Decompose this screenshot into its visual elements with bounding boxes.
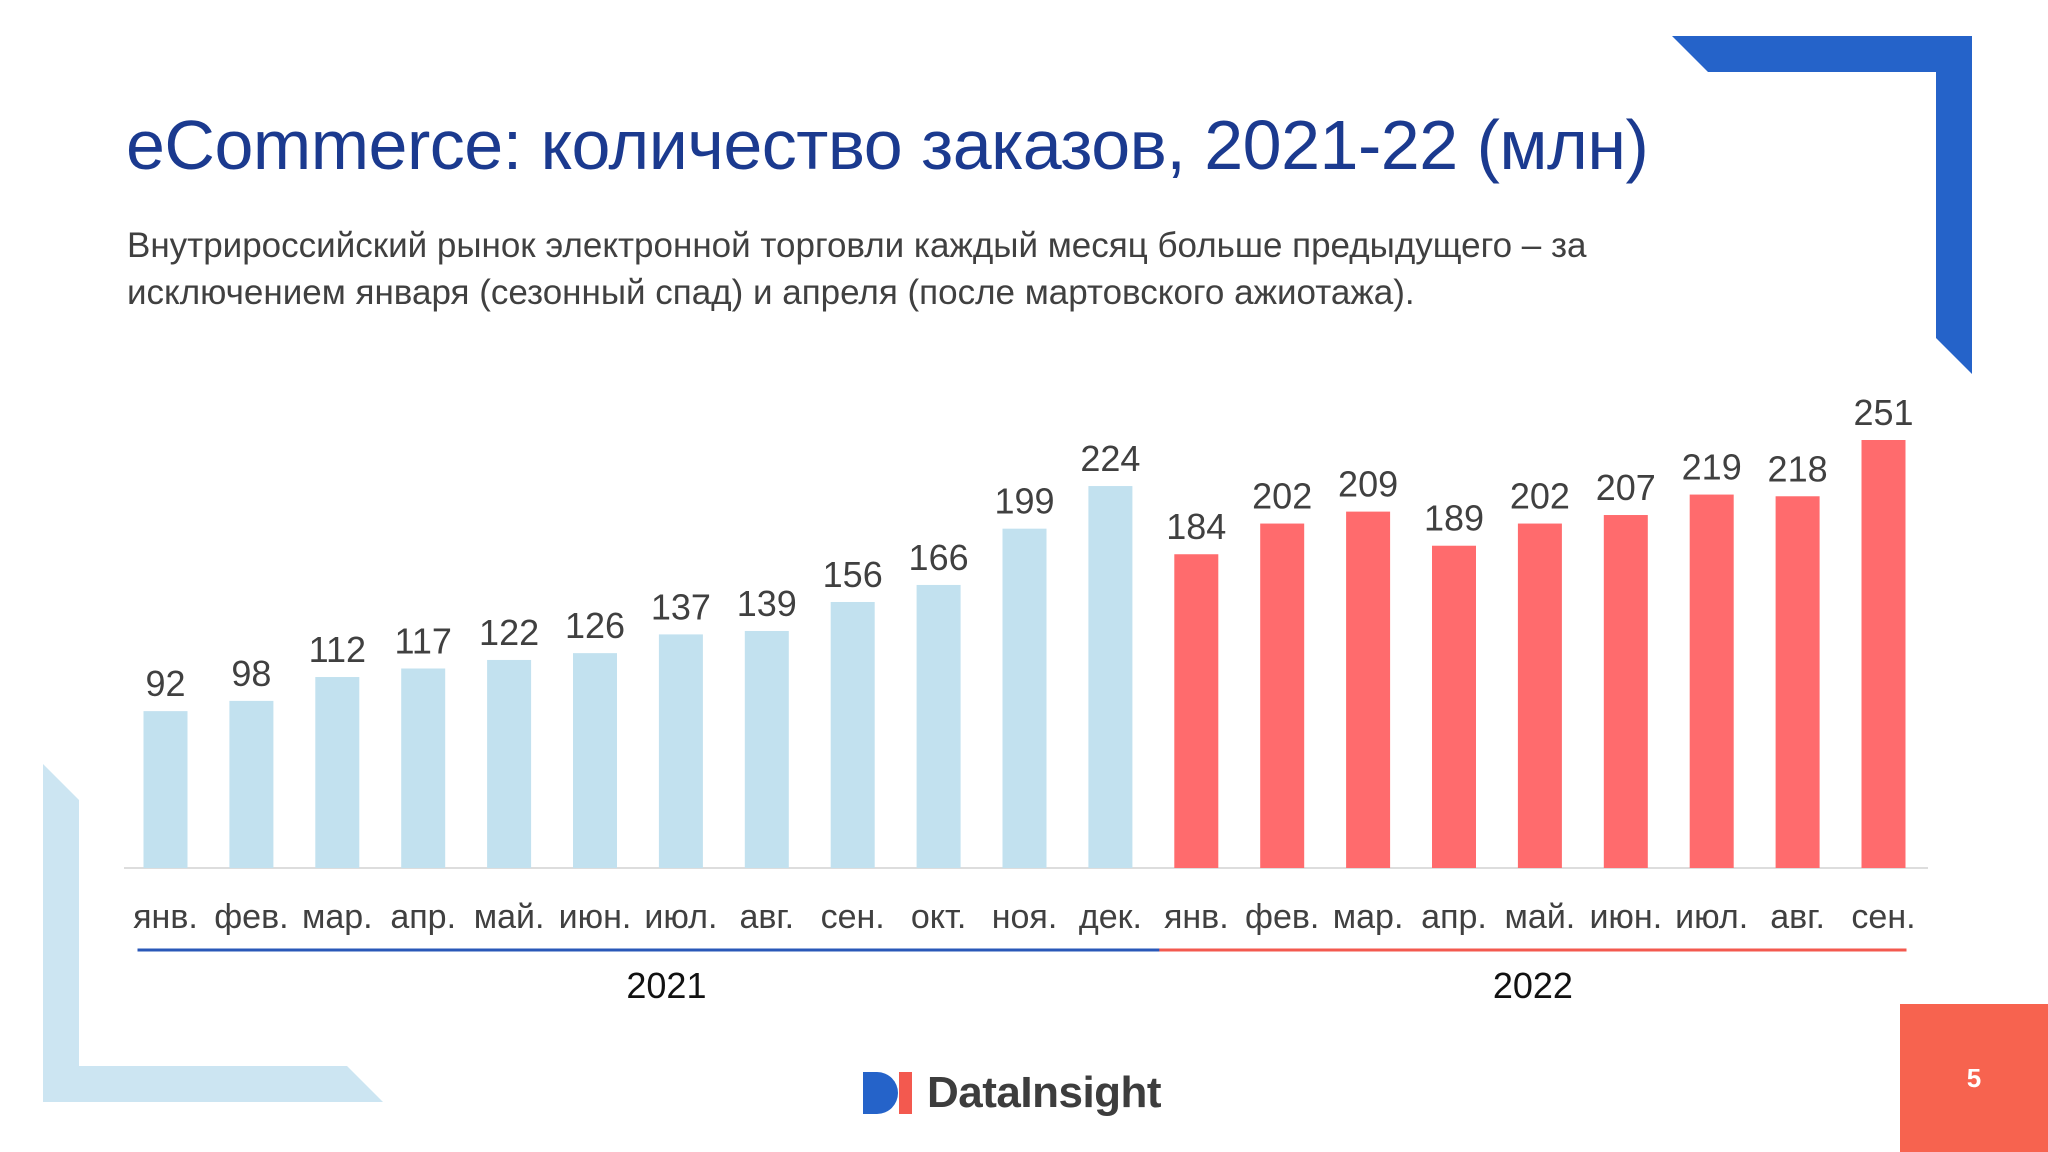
x-tick-label: июн. [1589,898,1662,936]
data-label: 199 [994,481,1054,522]
bar [1346,511,1391,868]
x-tick-label: апр. [390,898,456,936]
year-group-label: 2021 [626,965,706,1006]
bar [229,700,274,868]
x-tick-label: окт. [911,898,966,936]
x-tick-label: июн. [559,898,632,936]
corner-decoration-top-right [1672,36,1972,374]
bar [744,630,789,868]
bar [1088,486,1133,868]
data-label: 202 [1252,476,1312,517]
data-label: 189 [1424,498,1484,539]
data-label: 126 [565,605,625,646]
data-label: 139 [737,583,797,624]
bar [1689,494,1734,868]
x-tick-label: авг. [1770,898,1825,936]
data-label: 122 [479,612,539,653]
x-tick-label: авг. [739,898,794,936]
data-label: 166 [909,537,969,578]
data-label: 209 [1338,464,1398,505]
data-label: 112 [309,629,366,670]
page-number-badge: 5 [1900,1004,2048,1152]
data-label: 117 [394,620,451,661]
bar [1775,496,1820,868]
x-tick-label: мар. [302,898,373,936]
slide-subtitle: Внутрироссийский рынок электронной торго… [127,226,1587,312]
data-label: 98 [231,653,271,694]
bar [1174,554,1219,868]
bar [1260,523,1305,868]
x-tick-label: янв. [133,898,198,936]
x-tick-label: июл. [644,898,717,936]
corner-decoration-bottom-left [43,764,383,1102]
year-group-label: 2022 [1493,965,1573,1006]
x-tick-label: янв. [1164,898,1229,936]
bar [1432,545,1476,868]
data-label: 92 [145,663,185,704]
datainsight-logo-icon [863,1072,912,1114]
datainsight-logo: DataInsight [863,1068,1162,1118]
data-label: 184 [1166,506,1226,547]
bar [487,659,532,868]
data-label: 137 [651,586,711,627]
data-label: 219 [1682,447,1742,488]
slide-title: eCommerce: количество заказов, 2021-22 (… [126,106,1649,184]
bar [315,677,360,868]
data-label: 218 [1768,448,1828,489]
data-label: 224 [1080,438,1140,479]
x-tick-label: апр. [1421,898,1487,936]
bar [143,711,188,868]
bar [830,601,875,868]
bar [1517,523,1562,868]
x-tick-label: дек. [1079,898,1142,936]
logo-text: DataInsight [927,1068,1162,1117]
bar [658,634,703,868]
bar [916,584,961,868]
bar [1861,440,1906,868]
bar [1002,528,1047,868]
x-tick-label: мар. [1333,898,1404,936]
x-tick-label: фев. [214,898,288,936]
data-label: 202 [1510,476,1570,517]
bar [1603,515,1648,868]
x-tick-label: сен. [1851,898,1915,936]
x-tick-label: ноя. [992,898,1058,936]
x-tick-label: май. [1505,898,1576,936]
x-tick-label: сен. [821,898,885,936]
bar [573,653,617,868]
bar [401,668,446,868]
data-label: 156 [823,554,883,595]
data-label: 251 [1853,392,1913,433]
x-tick-label: июл. [1675,898,1748,936]
page-number: 5 [1966,1062,1982,1093]
data-label: 207 [1596,467,1656,508]
x-tick-label: фев. [1245,898,1319,936]
x-tick-label: май. [474,898,545,936]
